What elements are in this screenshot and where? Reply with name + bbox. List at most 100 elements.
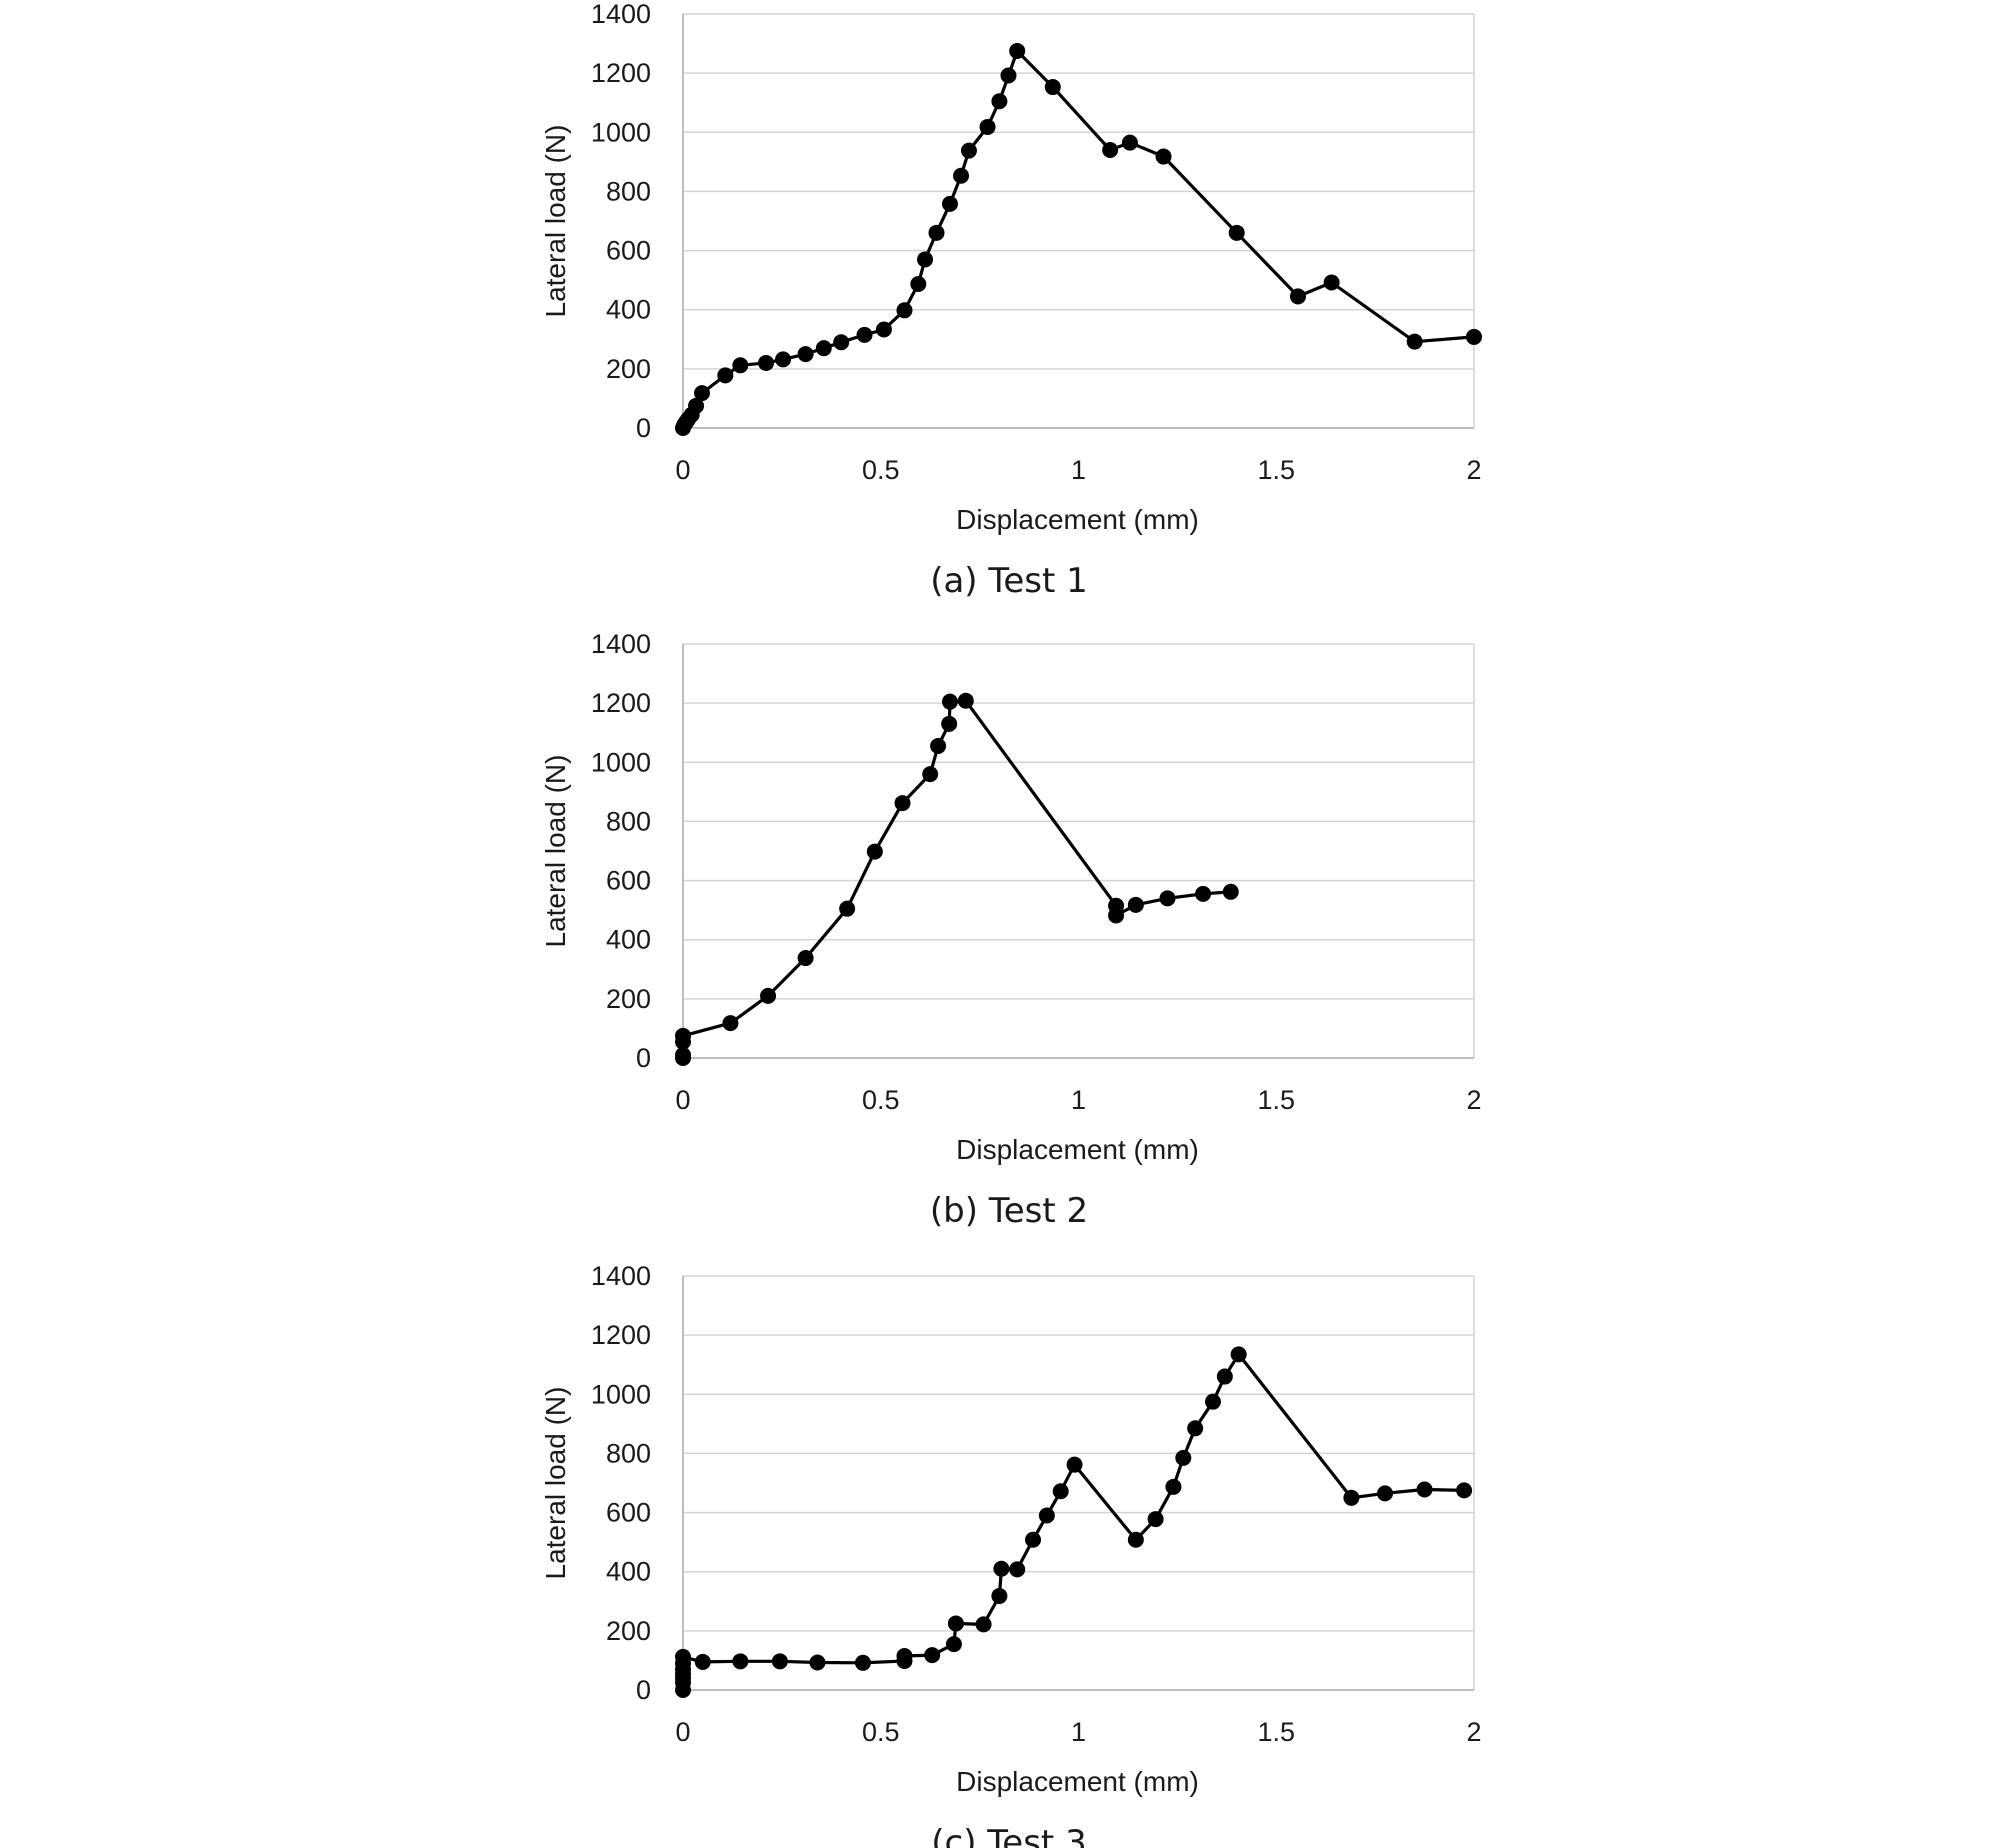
y-tick-label: 800 — [606, 176, 651, 206]
y-tick-label: 800 — [606, 806, 651, 836]
data-point — [693, 385, 710, 402]
y-axis-title: Lateral load (N) — [540, 755, 571, 948]
data-point — [941, 195, 958, 212]
data-point — [1155, 148, 1172, 165]
data-point — [991, 1587, 1008, 1604]
x-tick-label: 1 — [1071, 1717, 1086, 1747]
x-tick-label: 2 — [1466, 455, 1481, 485]
data-point — [1377, 1485, 1394, 1502]
series-line-1 — [681, 49, 1475, 429]
data-point — [941, 715, 958, 732]
data-point — [797, 950, 814, 967]
y-tick-label: 1400 — [591, 1261, 651, 1291]
y-axis-title: Lateral load (N) — [540, 125, 571, 318]
x-tick-label: 1.5 — [1257, 1717, 1295, 1747]
data-point — [922, 766, 939, 783]
y-tick-label: 1200 — [591, 1320, 651, 1350]
data-point — [1456, 1482, 1473, 1499]
data-point — [839, 900, 856, 917]
panel-caption: (c) Test 3 — [931, 1823, 1086, 1848]
y-tick-label: 1400 — [591, 629, 651, 659]
x-tick-label: 0 — [675, 1717, 690, 1747]
x-tick-label: 1 — [1071, 455, 1086, 485]
y-tick-label: 600 — [606, 866, 651, 896]
x-tick-label: 0 — [675, 1085, 690, 1115]
data-point — [957, 692, 974, 709]
data-point — [1230, 1346, 1247, 1363]
y-tick-label: 200 — [606, 354, 651, 384]
data-point — [894, 795, 911, 812]
y-tick-label: 1000 — [591, 117, 651, 147]
data-point — [732, 1653, 749, 1670]
data-point — [1025, 1531, 1042, 1548]
x-tick-label: 1.5 — [1257, 455, 1295, 485]
data-point — [975, 1616, 992, 1633]
data-point — [675, 1648, 691, 1665]
data-point — [896, 1647, 913, 1664]
y-tick-label: 200 — [606, 1616, 651, 1646]
data-point — [1466, 328, 1482, 345]
y-tick-label: 1000 — [591, 1379, 651, 1409]
data-point — [1159, 890, 1176, 907]
chart-panel-2: 0 200 400 600 800 1000 1200 1400 0 0.5 1 1.5 2 Displa… — [540, 629, 1482, 1231]
data-point — [1416, 1481, 1433, 1498]
data-point — [875, 321, 892, 338]
data-point — [1222, 883, 1239, 900]
y-tick-label: 200 — [606, 984, 651, 1014]
x-tick-label: 1.5 — [1257, 1085, 1295, 1115]
y-tick-label: 400 — [606, 1557, 651, 1587]
data-point — [722, 1015, 739, 1032]
data-point — [856, 326, 873, 343]
data-point — [1228, 224, 1245, 241]
data-point — [1290, 288, 1307, 305]
data-point — [910, 275, 927, 292]
data-point — [928, 224, 945, 241]
data-point — [758, 354, 775, 371]
y-tick-label: 400 — [606, 295, 651, 325]
data-point — [797, 346, 814, 363]
data-point — [1343, 1489, 1360, 1506]
x-axis-title: Displacement (mm) — [956, 1134, 1199, 1165]
data-point — [1195, 885, 1212, 902]
data-point — [1044, 79, 1061, 96]
data-point — [1009, 42, 1026, 59]
y-tick-label: 0 — [636, 1675, 651, 1705]
y-tick-label: 0 — [636, 1043, 651, 1073]
data-point — [924, 1647, 941, 1664]
data-point — [866, 843, 883, 860]
y-tick-label: 600 — [606, 236, 651, 266]
x-tick-label: 2 — [1466, 1717, 1481, 1747]
data-point — [960, 142, 977, 159]
data-point — [1204, 1393, 1221, 1410]
chart-panel-1: 0 200 400 600 800 1000 1200 1400 0 0.5 1 1.5 2 Displa… — [540, 0, 1482, 601]
data-point — [917, 251, 934, 268]
x-axis-title: Displacement (mm) — [956, 504, 1199, 535]
data-point — [1102, 142, 1119, 159]
y-tick-label: 600 — [606, 1498, 651, 1528]
data-point — [1187, 1420, 1204, 1437]
data-point — [1127, 1531, 1144, 1548]
data-point — [993, 1560, 1010, 1577]
x-tick-label: 0.5 — [862, 1085, 900, 1115]
series-line-3 — [681, 1352, 1465, 1690]
data-point — [953, 167, 970, 184]
data-point — [854, 1654, 871, 1671]
data-point — [815, 340, 832, 357]
data-point — [1066, 1456, 1083, 1473]
data-point — [732, 357, 749, 374]
panel-caption: (a) Test 1 — [930, 561, 1088, 601]
data-point — [1009, 1561, 1026, 1578]
data-point — [1175, 1449, 1192, 1466]
y-tick-label: 1200 — [591, 688, 651, 718]
data-point — [1147, 1511, 1164, 1528]
y-tick-label: 400 — [606, 925, 651, 955]
y-axis-title: Lateral load (N) — [540, 1387, 571, 1580]
data-point — [694, 1653, 711, 1670]
data-point — [945, 1636, 962, 1653]
data-point — [675, 1047, 691, 1064]
data-point — [809, 1654, 826, 1671]
y-tick-label: 1200 — [591, 58, 651, 88]
data-point — [833, 334, 850, 351]
y-tick-label: 800 — [606, 1438, 651, 1468]
